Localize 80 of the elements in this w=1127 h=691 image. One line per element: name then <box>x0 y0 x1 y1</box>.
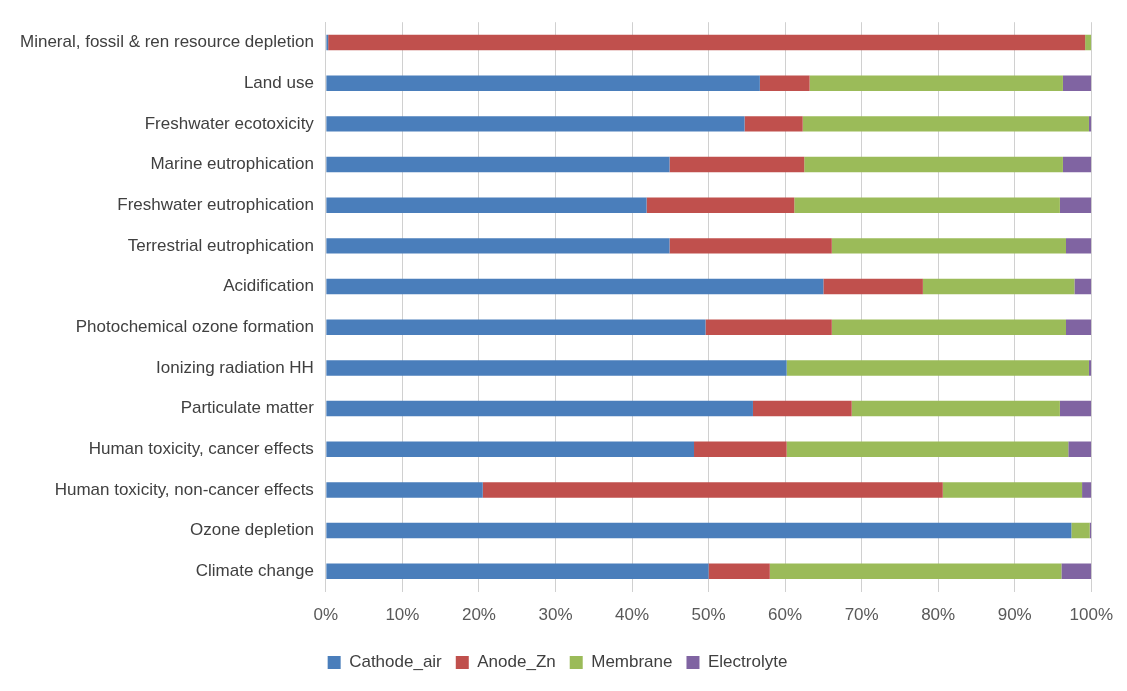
bar <box>694 441 787 457</box>
bar <box>705 319 832 335</box>
y-tick-label: Ionizing radiation HH <box>156 357 314 377</box>
bar <box>831 319 1066 335</box>
x-tick-label: 20% <box>461 605 496 625</box>
bar <box>1059 400 1092 417</box>
bar <box>1062 75 1092 91</box>
bar <box>1071 522 1090 539</box>
x-tick-label: 0% <box>313 605 339 625</box>
legend-label: Membrane <box>591 652 673 672</box>
x-tick-label: 80% <box>921 605 956 625</box>
bar <box>1059 197 1092 213</box>
y-tick-label: Freshwater eutrophication <box>117 194 314 214</box>
bar <box>802 116 1089 132</box>
bar <box>1082 482 1092 498</box>
bar <box>326 563 709 579</box>
bar <box>786 360 1089 376</box>
bar <box>326 75 760 91</box>
x-tick-label: 70% <box>844 605 879 625</box>
bar <box>326 400 753 417</box>
bar <box>851 400 1060 417</box>
bar <box>809 75 1063 91</box>
bar <box>1068 441 1092 457</box>
bar <box>942 482 1083 498</box>
y-tick-label: Human toxicity, non-cancer effects <box>54 479 314 499</box>
bar <box>1066 319 1092 335</box>
y-tick-label: Ozone depletion <box>190 520 314 540</box>
legend-label: Electrolyte <box>707 652 788 672</box>
y-tick-label: Climate change <box>195 560 314 580</box>
bar <box>326 360 787 376</box>
x-tick-label: 90% <box>997 605 1032 625</box>
bar <box>326 441 695 457</box>
bar <box>786 441 1069 457</box>
y-tick-label: Terrestrial eutrophication <box>127 235 314 255</box>
bar <box>482 482 943 498</box>
bar <box>1085 34 1092 51</box>
bar <box>752 400 852 417</box>
bar <box>744 116 803 132</box>
x-tick-label: 30% <box>538 605 573 625</box>
bar <box>831 238 1066 254</box>
bar <box>804 156 1063 173</box>
x-tick-label: 50% <box>691 605 726 625</box>
bar <box>669 238 832 254</box>
bar <box>326 156 670 173</box>
y-tick-label: Acidification <box>223 276 314 296</box>
bar <box>769 563 1062 579</box>
bar <box>1088 360 1092 376</box>
bar <box>669 156 805 173</box>
y-tick-label: Particulate matter <box>180 398 315 418</box>
bar <box>326 319 706 335</box>
y-tick-label: Land use <box>243 72 314 92</box>
bar <box>1061 563 1092 579</box>
y-tick-label: Marine eutrophication <box>150 154 314 174</box>
x-tick-label: 60% <box>768 605 803 625</box>
bar <box>326 522 1072 539</box>
x-tick-label: 40% <box>615 605 650 625</box>
y-tick-label: Photochemical ozone formation <box>75 316 314 336</box>
bar <box>759 75 810 91</box>
y-tick-label: Freshwater ecotoxicity <box>144 113 315 133</box>
bar <box>326 197 647 213</box>
y-tick-label: Mineral, fossil & ren resource depletion <box>19 32 314 52</box>
x-tick-label: 10% <box>385 605 420 625</box>
bar <box>1062 156 1092 173</box>
x-tick-label: 100% <box>1069 605 1113 625</box>
bar <box>326 238 670 254</box>
bar <box>646 197 795 213</box>
bar <box>326 482 483 498</box>
bar <box>326 116 745 132</box>
bar <box>328 34 1086 51</box>
legend-label: Cathode_air <box>349 652 443 672</box>
bar <box>1066 238 1092 254</box>
y-tick-label: Human toxicity, cancer effects <box>88 438 314 458</box>
bar <box>1074 278 1092 295</box>
bar <box>794 197 1060 213</box>
bar <box>1088 116 1092 132</box>
bar <box>708 563 770 579</box>
bar <box>922 278 1075 295</box>
bar <box>823 278 923 295</box>
legend-label: Anode_Zn <box>477 652 556 672</box>
bar <box>326 278 824 295</box>
